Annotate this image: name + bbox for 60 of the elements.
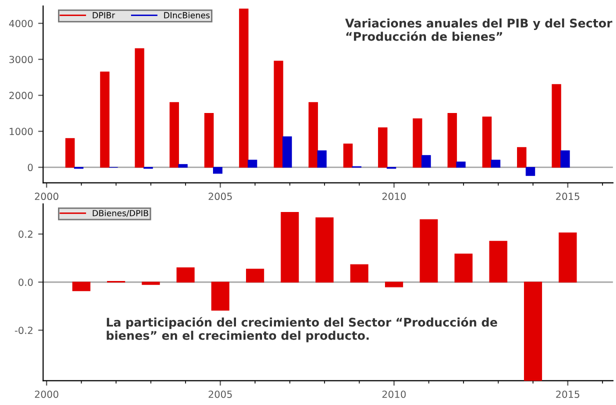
bar [142,282,160,285]
bar [282,136,292,168]
bar [213,166,222,174]
bar [72,282,90,292]
y-tick-label: 3000 [9,56,33,64]
y-tick-label: 4000 [9,20,33,28]
x-tick-label: 2010 [382,192,406,200]
bar [178,164,188,168]
y-tick-label: -0.2 [14,326,32,334]
bar [384,282,404,288]
bar [211,282,230,311]
bar [176,267,195,282]
x-tick-label: 2000 [34,192,58,200]
bar [308,102,318,168]
x-tick-label: 2005 [208,192,232,200]
legend-label: DBienes/DPIB [92,210,148,217]
bar [343,144,353,168]
bar [280,212,299,282]
bar [274,60,284,168]
bar [134,48,144,168]
x-tick-label: 2015 [556,192,580,200]
x-tick-label: 2000 [34,390,58,398]
bar [558,232,577,282]
bar [65,138,75,168]
annotation: La participación del crecimiento del Sector “Producción de bienes” en el crecimiento del producto. [106,317,498,342]
bar [526,166,536,176]
bar [317,150,327,168]
bar [560,150,570,168]
y-tick-label: 0.2 [18,230,32,238]
legend-label: DIncBienes [164,12,210,18]
bar [454,254,473,282]
bar [100,72,110,168]
bar [524,282,542,381]
bar [316,217,334,282]
bar [239,8,248,168]
bar [420,219,438,282]
bar [489,240,508,282]
y-tick-label: 1000 [10,128,33,136]
bar [204,112,214,168]
bar [378,127,388,168]
bar [350,264,368,282]
bar [412,118,422,168]
bar [246,268,264,282]
bar [482,116,492,168]
annotation: Variaciones anuales del PIB y del Sector “Producción de bienes” [345,18,612,41]
bar [456,162,466,168]
bar [517,147,526,168]
y-tick-label: 2000 [9,92,33,100]
x-tick-label: 2010 [382,390,406,398]
bar [552,84,562,168]
x-tick-label: 2015 [556,390,580,398]
bar [490,160,500,168]
y-tick-label: 0 [28,164,33,172]
y-tick-label: 0.0 [18,278,33,286]
legend-label: DPIBr [92,12,116,18]
bar [448,112,457,168]
x-tick-label: 2005 [208,390,232,398]
bar [421,155,431,168]
bar [248,160,258,168]
bar [170,102,179,168]
